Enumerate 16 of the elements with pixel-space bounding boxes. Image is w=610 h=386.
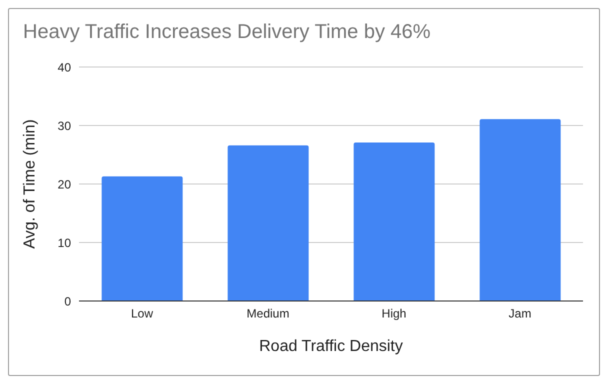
y-tick-label: 0 xyxy=(64,294,72,308)
bar xyxy=(102,176,183,301)
x-tick-label: Medium xyxy=(246,306,290,321)
chart-title: Heavy Traffic Increases Delivery Time by 46% xyxy=(23,21,431,44)
y-tick-label: 40 xyxy=(58,60,72,74)
x-axis-title: Road Traffic Density xyxy=(259,338,403,355)
bar xyxy=(228,145,309,301)
y-axis-title: Avg. of Time (min) xyxy=(22,119,39,249)
y-tick-label: 20 xyxy=(58,177,72,192)
y-tick-label: 10 xyxy=(58,236,72,250)
x-tick-label: High xyxy=(382,306,406,321)
x-tick-label: Jam xyxy=(508,306,532,321)
bar xyxy=(354,142,435,301)
x-tick-label: Low xyxy=(130,306,154,321)
bar xyxy=(480,119,561,301)
y-tick-label: 30 xyxy=(58,118,72,133)
